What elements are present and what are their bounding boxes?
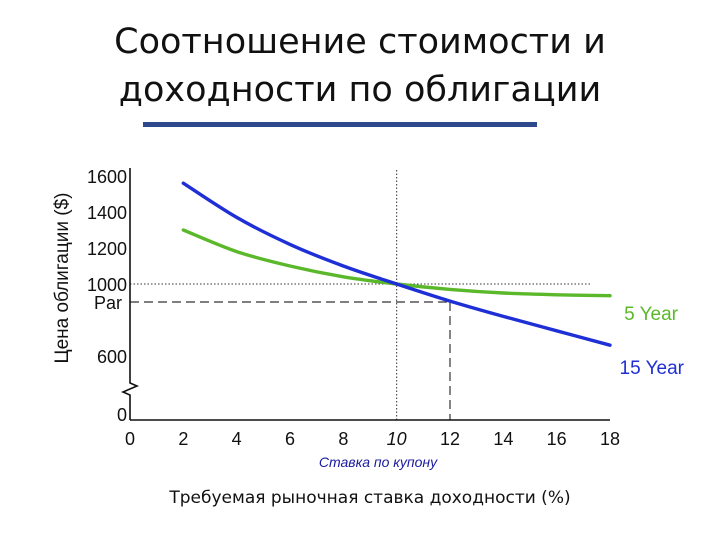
y-tick-par: Par (94, 293, 122, 313)
x-tick-2: 2 (178, 429, 188, 449)
title-line-2: доходности по облигации (118, 70, 602, 110)
y-tick-1200: 1200 (87, 239, 127, 259)
x-tick-12: 12 (440, 429, 460, 449)
x-tick-8: 8 (338, 429, 348, 449)
title-line-1: Соотношение стоимости и (114, 22, 606, 62)
x-tick-14: 14 (493, 429, 513, 449)
x-tick-10: 10 (387, 429, 407, 449)
y-tick-0: 0 (117, 405, 127, 425)
y-tick-600: 600 (97, 347, 127, 367)
x-tick-0: 0 (125, 429, 135, 449)
x-tick-6: 6 (285, 429, 295, 449)
x-tick-4: 4 (232, 429, 242, 449)
x-tick-labels: 0 2 4 6 8 10 12 14 16 18 (125, 429, 620, 449)
y-tick-1600: 1600 (87, 167, 127, 187)
x-tick-16: 16 (547, 429, 567, 449)
series-label-5-year: 5 Year (624, 304, 679, 325)
y-tick-1000: 1000 (87, 275, 127, 295)
series-label-15-year: 15 Year (620, 358, 685, 379)
y-axis-label: Цена облигации ($) (52, 193, 73, 364)
series-group (181, 181, 612, 347)
axes (120, 168, 610, 421)
reference-lines (130, 170, 592, 420)
x-tick-18: 18 (600, 429, 620, 449)
y-tick-1400: 1400 (87, 203, 127, 223)
coupon-rate-label: Ставка по купону (319, 454, 438, 470)
title-underline (143, 122, 537, 127)
chart-title: Соотношение стоимости и доходности по об… (40, 18, 680, 114)
x-axis-label: Требуемая рыночная ставка доходности (%) (168, 488, 570, 508)
series-line-15-year (181, 181, 612, 347)
y-axis-break-icon (120, 380, 140, 420)
